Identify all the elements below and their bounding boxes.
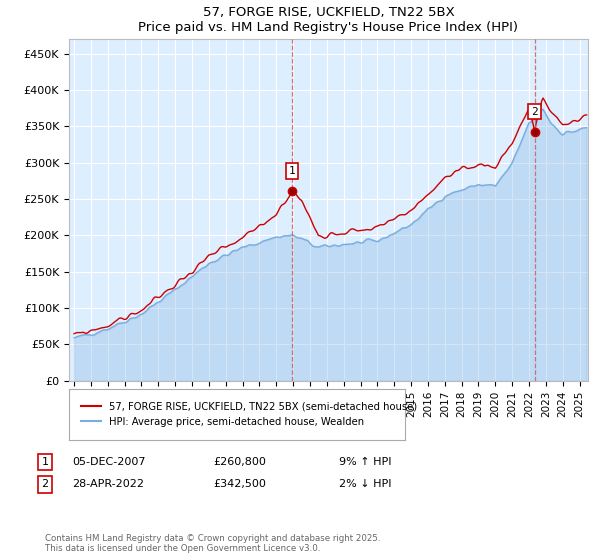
Text: 2: 2 [531,106,538,116]
Text: 2: 2 [41,479,49,489]
Text: 28-APR-2022: 28-APR-2022 [72,479,144,489]
Text: 2% ↓ HPI: 2% ↓ HPI [339,479,391,489]
Title: 57, FORGE RISE, UCKFIELD, TN22 5BX
Price paid vs. HM Land Registry's House Price: 57, FORGE RISE, UCKFIELD, TN22 5BX Price… [139,6,518,34]
Text: £260,800: £260,800 [213,457,266,467]
Text: £342,500: £342,500 [213,479,266,489]
Text: 05-DEC-2007: 05-DEC-2007 [72,457,146,467]
Text: 1: 1 [289,166,295,176]
Text: Contains HM Land Registry data © Crown copyright and database right 2025.
This d: Contains HM Land Registry data © Crown c… [45,534,380,553]
Text: 1: 1 [41,457,49,467]
Legend: 57, FORGE RISE, UCKFIELD, TN22 5BX (semi-detached house), HPI: Average price, se: 57, FORGE RISE, UCKFIELD, TN22 5BX (semi… [77,398,421,431]
Text: 9% ↑ HPI: 9% ↑ HPI [339,457,391,467]
